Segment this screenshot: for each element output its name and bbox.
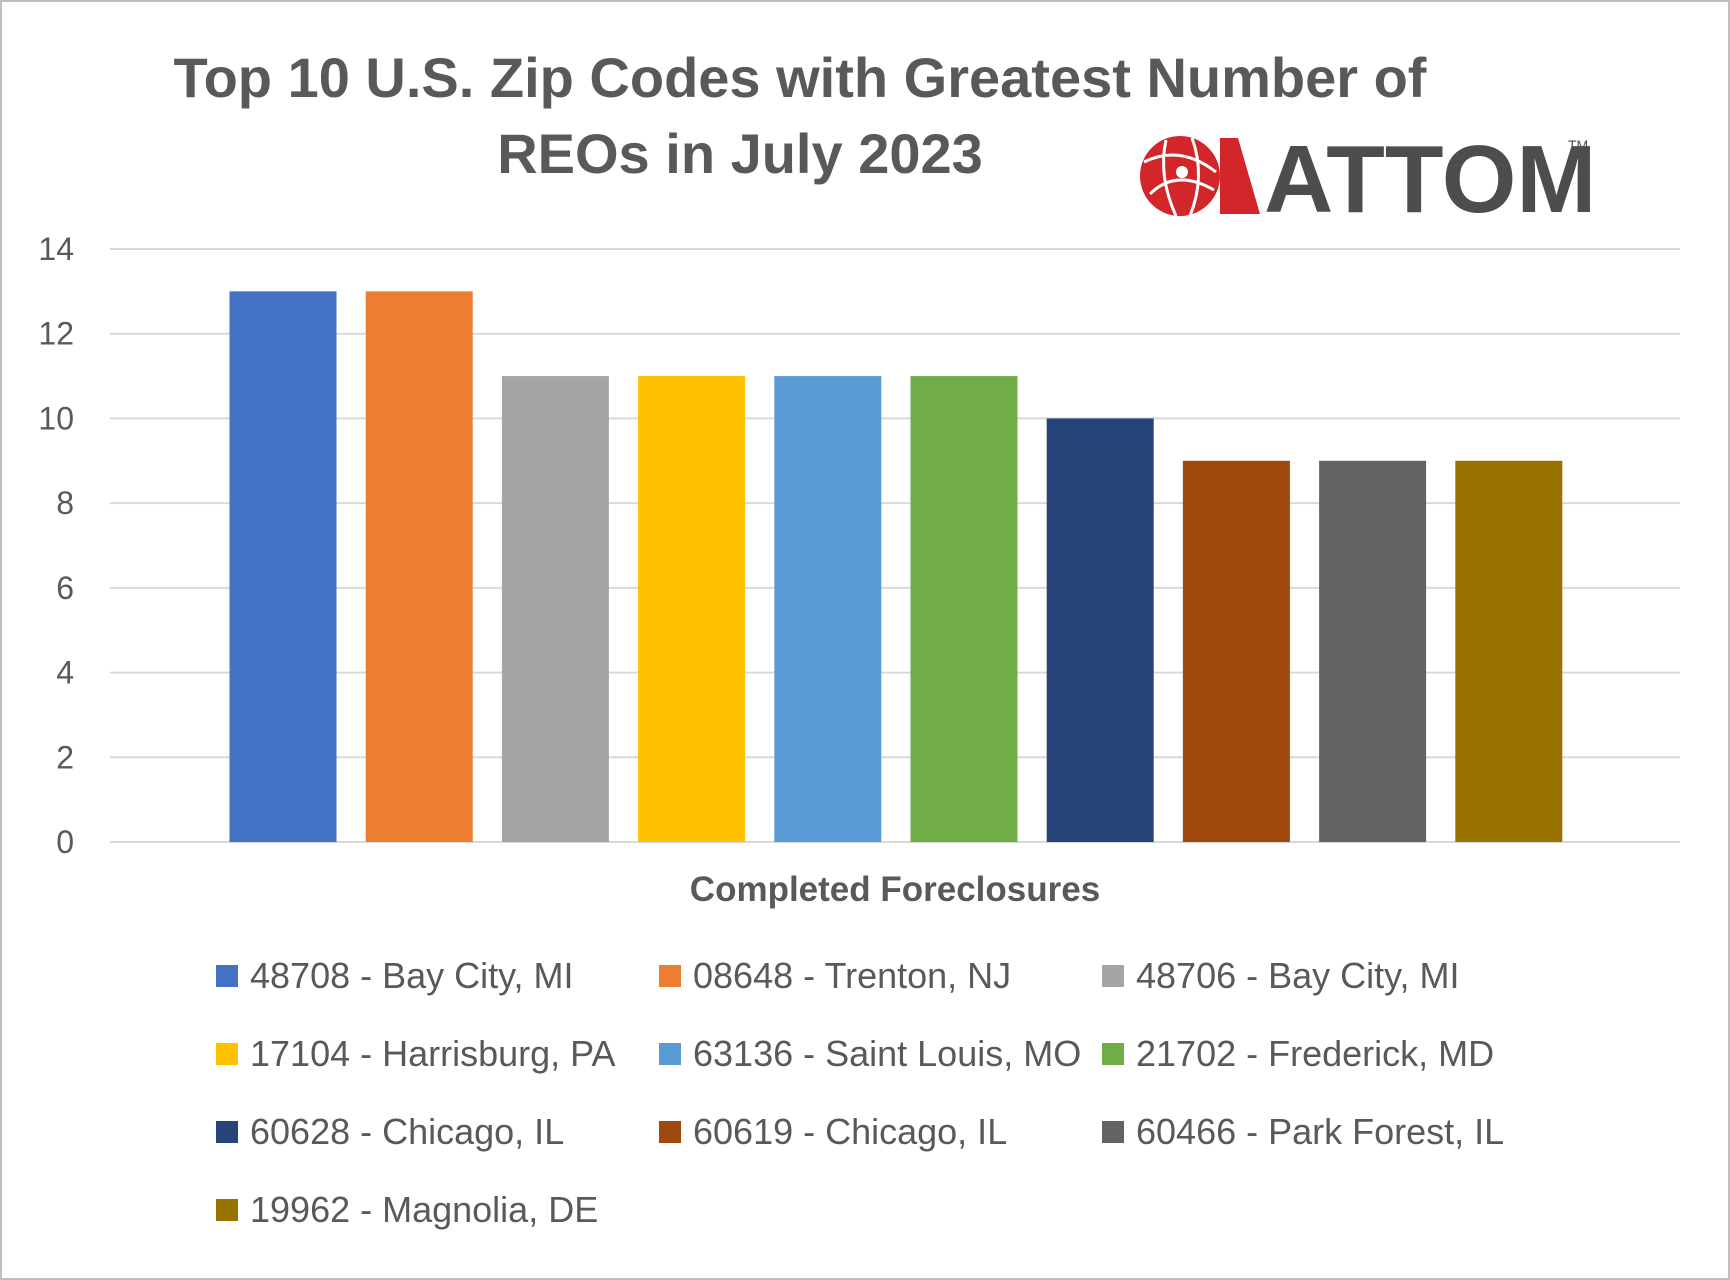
chart-title-line-2: REOs in July 2023	[497, 122, 983, 185]
y-tick-label: 12	[38, 316, 74, 352]
legend-label: 19962 - Magnolia, DE	[250, 1189, 599, 1230]
attom-trademark: TM	[1568, 137, 1588, 153]
bar	[1046, 418, 1154, 842]
legend-item: 48708 - Bay City, MI	[216, 955, 659, 997]
y-tick-label: 8	[56, 485, 74, 521]
legend-item: 63136 - Saint Louis, MO	[659, 1033, 1102, 1075]
legend-label: 63136 - Saint Louis, MO	[693, 1033, 1082, 1074]
legend-item: 19962 - Magnolia, DE	[216, 1189, 659, 1231]
bar	[365, 291, 473, 842]
attom-globe-icon	[1140, 136, 1260, 217]
legend-label: 17104 - Harrisburg, PA	[250, 1033, 616, 1074]
bar	[638, 376, 746, 842]
legend-swatch	[1102, 1121, 1124, 1143]
legend-swatch	[1102, 965, 1124, 987]
bar	[501, 376, 609, 842]
legend-item: 08648 - Trenton, NJ	[659, 955, 1102, 997]
legend-item: 21702 - Frederick, MD	[1102, 1033, 1545, 1075]
legend: 48708 - Bay City, MI 08648 - Trenton, NJ 4…	[216, 955, 1656, 1231]
legend-label: 08648 - Trenton, NJ	[693, 955, 1012, 996]
y-tick-label: 6	[56, 570, 74, 606]
legend-swatch	[659, 1121, 681, 1143]
legend-swatch	[216, 965, 238, 987]
legend-swatch	[216, 1043, 238, 1065]
y-tick-label: 10	[38, 400, 74, 436]
legend-swatch	[659, 1043, 681, 1065]
bar	[1455, 460, 1563, 842]
y-axis: 0 2 4 6 8 10 12 14	[38, 231, 74, 860]
bar-chart: 0 2 4 6 8 10 12 14	[38, 231, 1680, 860]
legend-swatch	[216, 1199, 238, 1221]
legend-label: 21702 - Frederick, MD	[1136, 1033, 1495, 1074]
legend-item: 60619 - Chicago, IL	[659, 1111, 1102, 1153]
legend-item: 60466 - Park Forest, IL	[1102, 1111, 1545, 1153]
legend-item: 60628 - Chicago, IL	[216, 1111, 659, 1153]
legend-label: 48706 - Bay City, MI	[1136, 955, 1460, 996]
gridlines	[110, 248, 1680, 843]
legend-swatch	[1102, 1043, 1124, 1065]
y-tick-label: 14	[38, 231, 74, 267]
legend-item: 17104 - Harrisburg, PA	[216, 1033, 659, 1075]
bar	[1319, 460, 1427, 842]
legend-swatch	[216, 1121, 238, 1143]
bar	[1182, 460, 1290, 842]
y-tick-label: 2	[56, 739, 74, 775]
bars	[229, 291, 1563, 842]
y-tick-label: 0	[56, 824, 74, 860]
x-axis-label: Completed Foreclosures	[689, 870, 1101, 909]
chart-title: Top 10 U.S. Zip Codes with Greatest Numb…	[140, 40, 1460, 192]
chart-title-line-1: Top 10 U.S. Zip Codes with Greatest Numb…	[173, 46, 1427, 109]
attom-logo: ATTOM TM	[1140, 132, 1596, 220]
legend-label: 60619 - Chicago, IL	[693, 1111, 1008, 1152]
legend-label: 60628 - Chicago, IL	[250, 1111, 565, 1152]
bar	[774, 376, 882, 842]
legend-label: 60466 - Park Forest, IL	[1136, 1111, 1505, 1152]
y-tick-label: 4	[56, 655, 74, 691]
bar	[229, 291, 337, 842]
legend-swatch	[659, 965, 681, 987]
legend-label: 48708 - Bay City, MI	[250, 955, 574, 996]
attom-logo-text: ATTOM	[1264, 132, 1596, 220]
bar	[910, 376, 1018, 842]
legend-item: 48706 - Bay City, MI	[1102, 955, 1545, 997]
